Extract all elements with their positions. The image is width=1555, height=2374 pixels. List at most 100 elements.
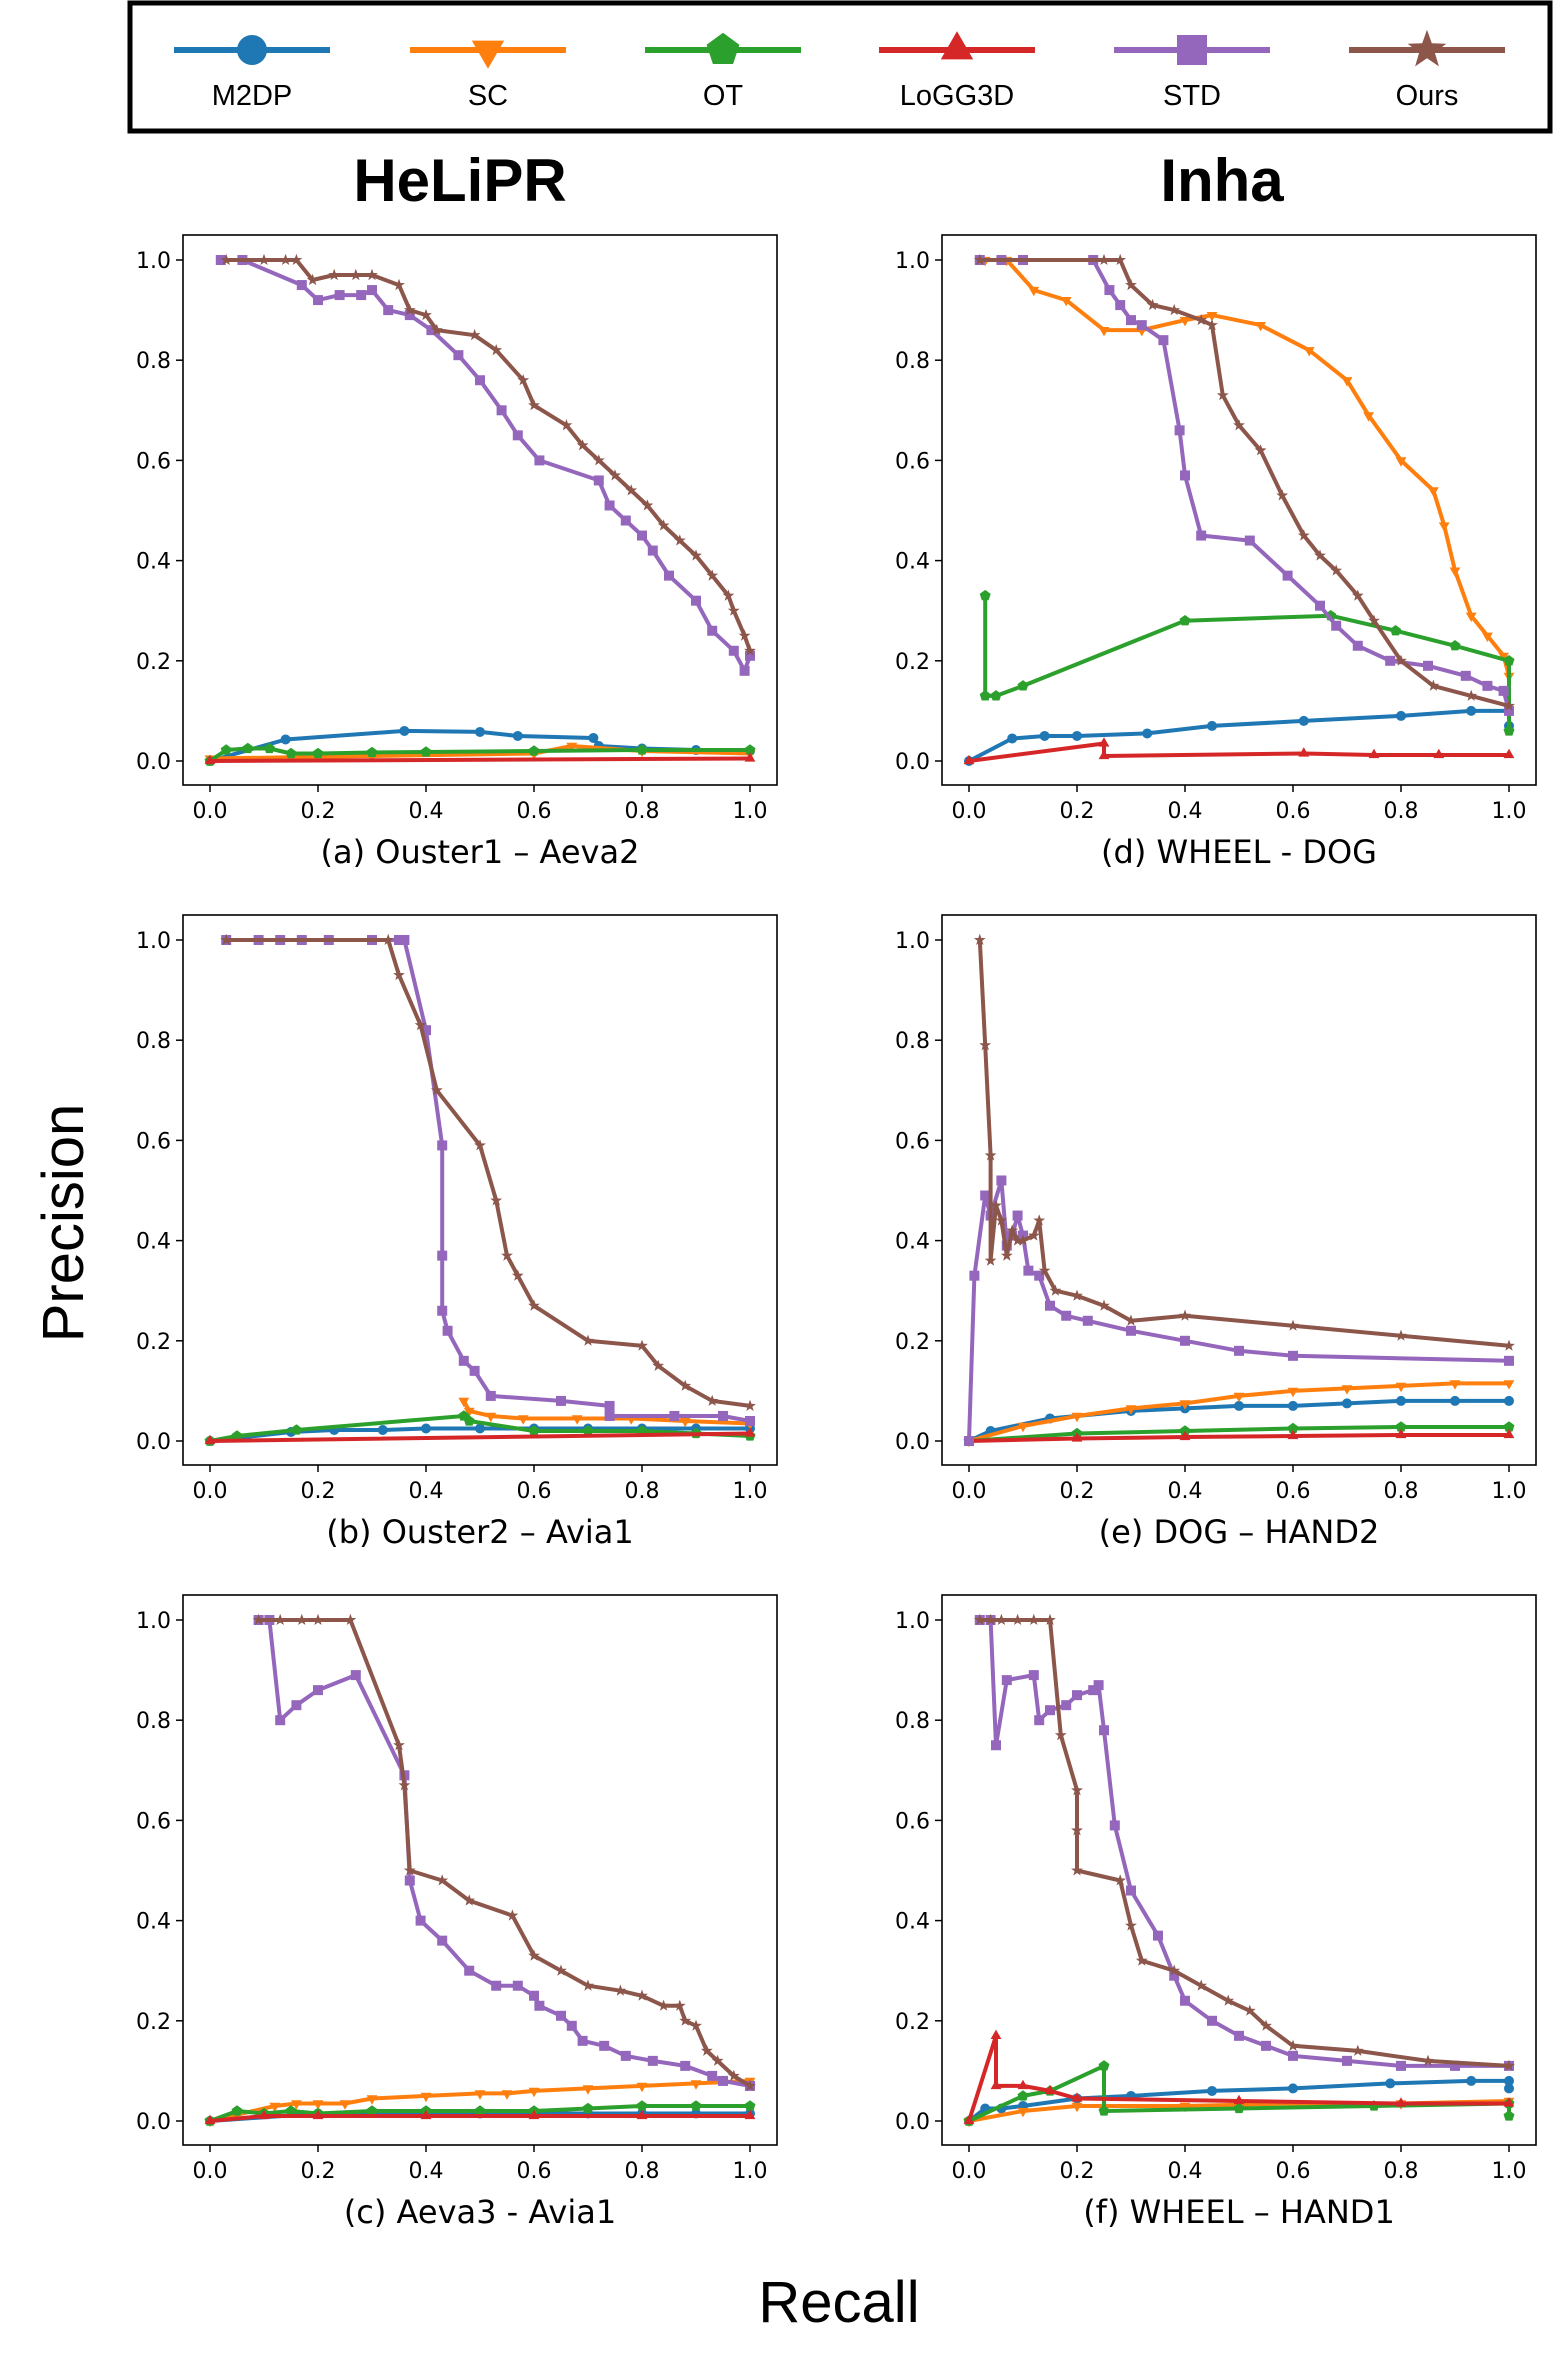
- data-point-std: [469, 1365, 480, 1376]
- data-point-ours: [468, 328, 481, 341]
- data-point-ours: [555, 1964, 567, 1976]
- data-point-ours: [1243, 2004, 1256, 2016]
- data-point-logg3d: [636, 2109, 648, 2120]
- data-point-ours: [1503, 699, 1515, 711]
- data-point-ours: [1195, 1979, 1208, 1991]
- data-point-ours: [1168, 1964, 1181, 1976]
- x-tick-label: 0.8: [625, 2159, 660, 2184]
- x-tick-label: 0.8: [1384, 1479, 1419, 1504]
- data-point-ours: [414, 1019, 427, 1031]
- legend-marker-ours: [1407, 29, 1447, 67]
- x-tick-label: 1.0: [733, 2159, 768, 2184]
- data-point-ours: [711, 2054, 724, 2066]
- data-point-m2dp: [588, 732, 599, 743]
- data-point-ot: [1179, 1425, 1191, 1436]
- data-point-std: [296, 280, 307, 291]
- data-point-logg3d: [744, 752, 756, 762]
- data-point-ot: [1017, 680, 1029, 691]
- chart-caption: (d) WHEEL - DOG: [1101, 833, 1377, 871]
- data-point-ot: [979, 690, 991, 701]
- data-point-ours: [995, 1613, 1008, 1625]
- data-point-ours: [979, 1039, 992, 1051]
- data-point-ours: [1071, 1784, 1083, 1796]
- data-point-ours: [1179, 1309, 1191, 1321]
- data-point-ot: [690, 2100, 702, 2111]
- y-tick-label: 0.2: [136, 1330, 171, 1355]
- data-point-ours: [1044, 1613, 1056, 1625]
- data-point-std: [566, 2020, 577, 2031]
- data-point-ours: [738, 629, 751, 641]
- data-point-std: [404, 310, 415, 321]
- data-point-std: [620, 515, 631, 526]
- data-point-std: [534, 455, 545, 466]
- data-point-ot: [1233, 2102, 1245, 2114]
- data-point-ours: [582, 1979, 594, 1991]
- data-point-std: [991, 1740, 1001, 1751]
- data-point-ours: [1027, 1229, 1040, 1241]
- data-point-ours: [744, 644, 756, 656]
- data-point-ours: [279, 253, 292, 265]
- data-point-std: [215, 255, 226, 265]
- data-point-m2dp: [1466, 705, 1477, 716]
- data-point-std: [356, 290, 367, 301]
- data-point-m2dp: [1396, 1395, 1406, 1406]
- data-point-m2dp: [1142, 728, 1153, 739]
- series-ours: [973, 1613, 1515, 2071]
- series-logg3d: [963, 2029, 1515, 2125]
- data-point-std: [383, 305, 394, 316]
- chart-panel-c: 0.0 0.2 0.4 0.6 0.8 1.0 0.0 0.2 0.4 0.6 0.8 1.0 (c) …: [136, 1594, 778, 2231]
- data-point-std: [1061, 1310, 1072, 1321]
- y-tick-label: 0.8: [136, 1709, 171, 1734]
- data-point-ours: [1206, 318, 1218, 331]
- plot-frame: [941, 234, 1537, 786]
- data-point-ours: [1038, 1264, 1051, 1276]
- legend-label-logg3d: LoGG3D: [900, 80, 1014, 112]
- data-point-ot: [420, 746, 432, 757]
- data-point-ot: [979, 589, 991, 601]
- data-point-logg3d: [1044, 2084, 1056, 2095]
- data-point-ot: [366, 2105, 378, 2116]
- data-point-ours: [1098, 253, 1110, 265]
- series-line-logg3d: [208, 1431, 752, 1443]
- series-ot: [204, 742, 756, 766]
- data-point-logg3d: [990, 2029, 1002, 2039]
- y-tick-label: 0.4: [895, 1230, 930, 1255]
- data-point-std: [1001, 1675, 1012, 1686]
- data-point-ot: [463, 1415, 475, 1426]
- y-tick-label: 0.2: [136, 650, 171, 675]
- legend-marker-std: [1177, 35, 1207, 65]
- chart-panel-b: 0.0 0.2 0.4 0.6 0.8 1.0 0.0 0.2 0.4 0.6 0.8 1.0 (b) …: [136, 914, 778, 1551]
- data-point-ours: [973, 253, 986, 265]
- data-point-ours: [984, 1149, 997, 1161]
- data-point-std: [313, 1685, 323, 1696]
- data-point-m2dp: [1450, 1395, 1460, 1406]
- data-point-ours: [582, 1334, 594, 1346]
- data-point-ot: [220, 744, 232, 755]
- data-point-std: [426, 325, 437, 336]
- data-point-std: [1115, 300, 1126, 311]
- data-point-ours: [252, 1613, 265, 1625]
- data-point-std: [604, 1410, 615, 1421]
- data-point-std: [1169, 1970, 1180, 1981]
- data-point-ot: [582, 1425, 594, 1436]
- data-point-std: [437, 1935, 448, 1946]
- data-point-std: [969, 1270, 980, 1281]
- data-point-ot: [285, 2105, 297, 2116]
- x-tick-label: 0.0: [193, 1479, 228, 1504]
- data-point-ours: [657, 1999, 670, 2011]
- data-point-std: [707, 625, 718, 636]
- series-logg3d: [963, 737, 1515, 765]
- data-point-ot: [1098, 2105, 1110, 2116]
- data-point-ot: [474, 2105, 486, 2116]
- data-point-ours: [306, 273, 319, 286]
- data-point-std: [394, 935, 404, 945]
- data-point-std: [620, 2050, 631, 2061]
- series-logg3d: [204, 2109, 756, 2125]
- data-point-ours: [430, 323, 443, 336]
- data-point-ours: [1114, 253, 1127, 265]
- x-axis-label: Recall: [758, 2270, 919, 2335]
- legend-label-sc: SC: [468, 80, 508, 112]
- data-point-ours: [1071, 1864, 1083, 1876]
- data-point-ot: [1503, 1421, 1515, 1432]
- data-point-std: [1045, 1300, 1055, 1311]
